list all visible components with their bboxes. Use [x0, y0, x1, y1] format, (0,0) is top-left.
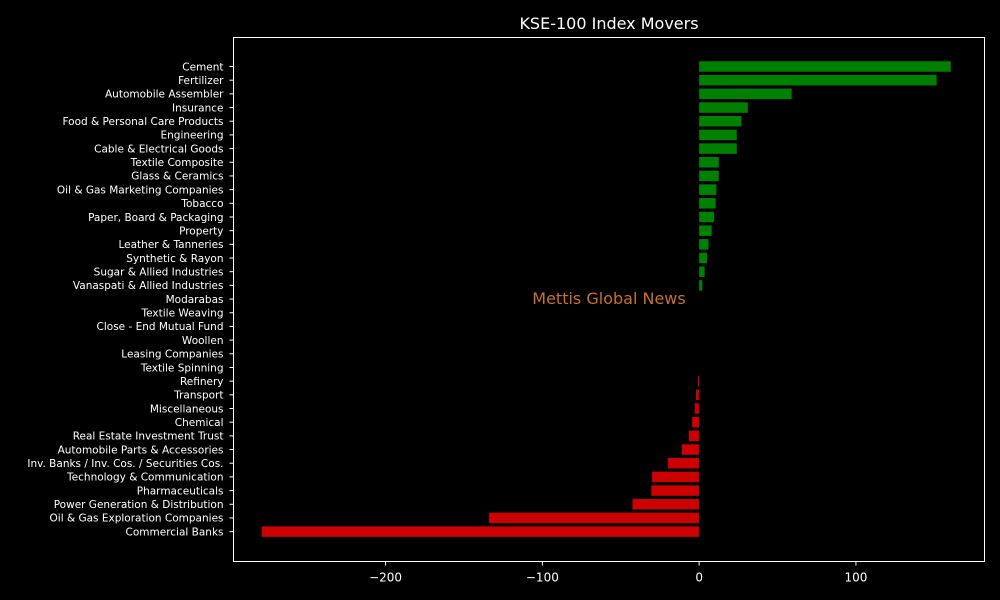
y-tick-label: Refinery	[180, 376, 224, 388]
bar	[699, 239, 709, 250]
y-tick-label: Pharmaceuticals	[137, 485, 224, 497]
y-tick-label: Automobile Parts & Accessories	[58, 444, 224, 456]
bar	[699, 102, 748, 113]
y-tick-labels: Cement Fertilizer Automobile AssemblerInsu…	[27, 61, 234, 538]
y-tick-label: Commercial Banks	[126, 526, 224, 538]
bar	[699, 184, 717, 195]
y-tick-label: Textile Weaving	[141, 308, 224, 320]
y-tick-label: Modarabas	[166, 294, 224, 306]
bars-group	[261, 61, 951, 537]
bar	[688, 430, 700, 442]
chart-title: KSE-100 Index Movers	[519, 14, 698, 33]
x-tick-label: 0	[695, 571, 703, 585]
bar	[699, 252, 707, 264]
y-tick-label: Fertilizer	[178, 75, 224, 87]
bar	[699, 74, 937, 86]
bar	[696, 389, 700, 401]
y-tick-label: Leather & Tanneries	[118, 239, 223, 251]
y-tick-label: Woollen	[182, 335, 224, 347]
bar	[699, 211, 715, 223]
y-tick-label: Transport	[173, 390, 223, 402]
y-tick-label: Real Estate Investment Trust	[73, 431, 224, 443]
bar	[699, 170, 719, 182]
y-tick-label: Cement	[182, 61, 223, 73]
y-tick-label: Oil & Gas Exploration Companies	[50, 513, 224, 525]
bar	[694, 403, 700, 414]
bar	[699, 115, 742, 127]
y-tick-label: Oil & Gas Marketing Companies	[57, 184, 224, 196]
bar	[699, 225, 712, 236]
bar	[699, 129, 737, 141]
y-tick-label: Food & Personal Care Products	[62, 116, 223, 128]
y-tick-label: Synthetic & Rayon	[126, 253, 223, 265]
y-tick-label: Vanaspati & Allied Industries	[73, 280, 224, 292]
bar	[697, 375, 700, 387]
y-tick-label: Inv. Banks / Inv. Cos. / Securities Cos.	[27, 458, 223, 470]
bar	[692, 416, 700, 428]
bar	[667, 457, 700, 469]
y-tick-label: Sugar & Allied Industries	[94, 267, 224, 279]
y-tick-label: Cable & Electrical Goods	[94, 143, 223, 155]
y-tick-label: Technology & Communication	[66, 472, 223, 484]
y-tick-label: Engineering	[161, 130, 224, 142]
y-tick-label: Glass & Ceramics	[131, 171, 223, 183]
bar	[699, 157, 719, 168]
y-tick-label: Automobile Assembler	[105, 89, 224, 101]
bar	[681, 444, 700, 455]
watermark: Mettis Global News	[532, 289, 685, 308]
bar	[632, 499, 700, 510]
bar	[699, 61, 951, 72]
y-tick-label: Close - End Mutual Fund	[97, 321, 224, 333]
x-tick-label: −100	[526, 571, 559, 585]
y-tick-label: Paper, Board & Packaging	[88, 212, 223, 224]
y-tick-label: Property	[179, 225, 223, 237]
bar	[699, 198, 716, 209]
y-tick-label: Leasing Companies	[121, 349, 223, 361]
y-tick-label: Miscellaneous	[150, 403, 224, 415]
x-tick-label: −200	[369, 571, 402, 585]
y-tick-label: Insurance	[172, 102, 224, 114]
y-tick-label: Chemical	[175, 417, 224, 429]
plot-frame	[233, 37, 985, 562]
y-tick-label: Power Generation & Distribution	[54, 499, 224, 511]
bar	[699, 88, 792, 100]
bar	[651, 485, 700, 496]
bar	[699, 266, 705, 277]
bar	[489, 512, 700, 524]
y-tick-label: Tobacco	[180, 198, 223, 210]
x-tick-label: 100	[844, 571, 867, 585]
bar	[261, 526, 700, 537]
bar	[652, 471, 700, 483]
y-tick-label: Textile Composite	[130, 157, 224, 169]
y-tick-label: Textile Spinning	[140, 362, 224, 374]
bar	[699, 143, 737, 154]
bar	[699, 280, 703, 291]
x-axis: −200 −100 0 100	[369, 561, 867, 585]
